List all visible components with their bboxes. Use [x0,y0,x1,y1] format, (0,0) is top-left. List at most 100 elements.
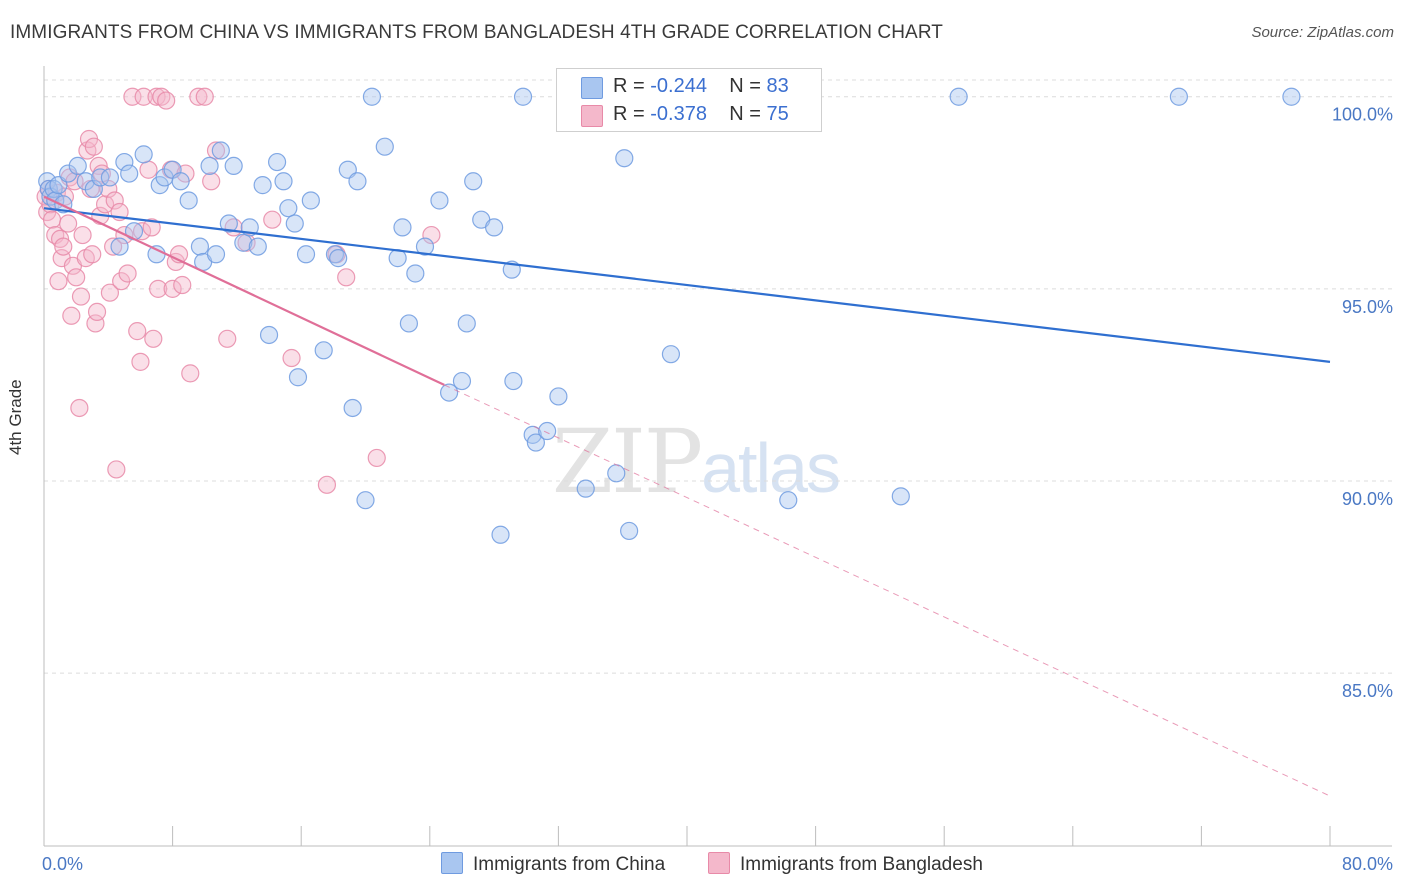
bangladesh-point [84,137,103,156]
china-point [147,245,166,264]
china-point [375,137,394,156]
china-point [248,237,267,256]
bangladesh-trend-line [43,195,445,386]
china-point [253,176,272,195]
china-legend-swatch [441,852,463,874]
china-point [576,479,595,498]
bangladesh-point [337,268,356,287]
china-point [457,314,476,333]
bangladesh-point [422,225,441,245]
china-point [491,525,510,544]
china-point [115,152,134,172]
bangladesh-point [144,329,163,348]
china-point [267,152,287,172]
legend-text-china: R = -0.244 N = 83 [613,75,789,98]
china-point [59,164,78,183]
china-point [393,218,412,237]
n-label: N = [729,103,767,125]
china-point [314,341,333,360]
bangladesh-point [173,275,192,295]
china-point [415,237,435,256]
china-point [274,172,293,191]
china-point [504,371,523,391]
r-label: R = [613,103,651,125]
bangladesh-point [71,287,91,306]
china-point [200,156,219,176]
axes [43,66,1392,847]
bangladesh-point [218,329,237,348]
china-point [259,325,279,345]
legend-text-bangladesh: R = -0.378 N = 75 [613,103,789,126]
bangladesh-point [282,348,301,368]
bangladesh-point [202,172,221,191]
bangladesh-point [139,160,158,179]
bangladesh-point [128,322,147,341]
china-point [91,168,110,187]
source-label: Source: ZipAtlas.com [1251,24,1394,41]
china-point [615,149,634,168]
china-point [464,172,483,191]
bangladesh-point [189,87,208,106]
china-point [110,237,129,256]
bangladesh-point [195,87,214,106]
y-tick-label: 95.0% [1342,297,1393,317]
bangladesh-point [104,237,123,256]
china-point [343,398,362,418]
china-point [301,191,320,210]
china-point [1282,87,1301,106]
r-value-china: -0.244 [650,75,707,97]
bangladesh-point [147,87,166,106]
china-point [171,172,190,191]
china-point [84,179,103,199]
china-point [68,156,87,176]
bangladesh-point [62,306,81,325]
r-value-bangladesh: -0.378 [650,103,707,125]
china-point [234,233,253,252]
bangladesh-point [149,279,168,298]
tick-labels: 100.0% 95.0% 90.0% 85.0% 0.0% 80.0% [42,105,1393,874]
bangladesh-point [73,225,92,245]
bangladesh-point [157,91,176,110]
n-value-bangladesh: 75 [766,103,789,125]
china-point [211,141,230,160]
china-point [949,87,968,106]
bangladesh-point [134,87,153,106]
bangladesh-point [86,314,105,333]
bangladesh-point [163,279,182,298]
china-point [329,249,348,268]
china-point [288,368,308,387]
bangladesh-point [181,364,200,383]
bangladesh-point [42,210,62,229]
bangladesh-point [67,268,86,287]
bangladesh-legend-swatch [708,852,730,874]
bangladesh-trend-extension [444,384,1331,797]
china-point [549,387,568,406]
bangladesh-point [367,448,386,468]
bangladesh-point [317,475,337,494]
china-point [439,383,459,402]
china-point [1169,87,1188,106]
gridlines [44,79,1392,674]
china-point [406,264,425,283]
bottom-legend-bangladesh: Immigrants from Bangladesh [708,852,983,876]
bangladesh-point [131,352,150,371]
china-trend-line [43,207,1331,363]
bangladesh-point [83,245,102,264]
china-swatch [581,77,603,99]
china-points [38,87,1301,544]
china-point [620,521,639,541]
y-tick-label: 90.0% [1342,489,1393,509]
y-tick-label: 100.0% [1332,105,1393,125]
china-point [891,487,910,506]
china-point [661,345,681,364]
r-label: R = [613,75,651,97]
bangladesh-point [70,398,89,418]
china-point [430,191,449,210]
bangladesh-point [95,195,115,214]
bangladesh-legend-label: Immigrants from Bangladesh [740,854,983,875]
china-point [39,179,58,199]
correlation-legend: R = -0.244 N = 83 R = -0.378 N = 75 [556,68,822,132]
bangladesh-point [107,460,126,479]
china-point [779,491,798,510]
